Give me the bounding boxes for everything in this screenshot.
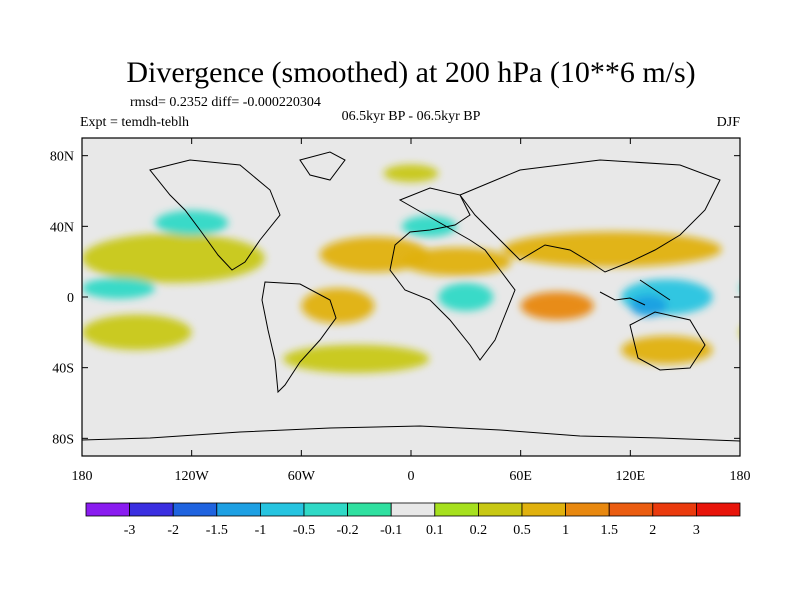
field-region-indian-ocean-east	[520, 291, 594, 320]
x-tick-label: 60W	[288, 469, 316, 484]
colorbar-swatch	[652, 502, 697, 517]
x-tick-label: 120W	[175, 469, 210, 484]
field-region-arctic-patch	[383, 164, 439, 183]
colorbar-label: 2	[649, 523, 656, 538]
axes: 180 120W 60W 0 60E 120E 180 80N 40N 0 40S 80S	[50, 138, 751, 484]
field-region-south-pacific-band	[82, 314, 192, 351]
colorbar: -3 -2 -1.5 -1 -0.5 -0.2 -0.1 0.1 0.2 0.5 1 1.5 2 3	[85, 502, 741, 538]
y-tick-label: 0	[67, 291, 74, 306]
colorbar-label: 1.5	[600, 523, 618, 538]
field-region-north-pacific-negative	[155, 210, 229, 236]
colorbar-label: 0.2	[470, 523, 488, 538]
colorbar-swatch	[434, 502, 479, 517]
field-region-african-dipole	[438, 282, 494, 312]
field-region-subtropical-north-band	[82, 233, 265, 283]
colorbar-swatch	[390, 502, 436, 517]
field-region-asian-jet-band	[502, 231, 722, 267]
y-tick-label: 80N	[50, 150, 74, 165]
field-region-south-america-east	[301, 288, 375, 324]
colorbar-label: -0.2	[337, 523, 359, 538]
field-region-australia-south	[621, 335, 713, 365]
colorbar-swatch	[347, 502, 392, 517]
y-tick-label: 40N	[50, 220, 74, 235]
colorbar-swatch	[303, 502, 348, 517]
x-tick-label: 120E	[616, 469, 646, 484]
colorbar-swatch	[521, 502, 566, 517]
field-region-south-pacific-band-wrap	[740, 315, 800, 350]
colorbar-label: 1	[562, 523, 569, 538]
colorbar-swatch	[129, 502, 174, 517]
map-area	[82, 138, 800, 456]
divergence-fields	[82, 164, 800, 373]
colorbar-label: 3	[693, 523, 700, 538]
colorbar-swatch	[477, 502, 523, 517]
field-region-central-pacific-negative-wrap	[740, 278, 800, 299]
field-region-central-pacific-negative	[82, 277, 156, 299]
chart-title: Divergence (smoothed) at 200 hPa (10**6 …	[126, 56, 695, 89]
field-region-maritime-continent	[630, 295, 667, 317]
stats-label: rmsd= 0.2352 diff= -0.000220304	[130, 95, 321, 110]
colorbar-label: -1.5	[206, 523, 228, 538]
x-tick-label: 60E	[509, 469, 532, 484]
colorbar-swatch	[85, 502, 130, 517]
colorbar-swatch	[172, 502, 218, 517]
colorbar-label: 0.1	[426, 523, 444, 538]
colorbar-swatch	[565, 502, 610, 517]
colorbar-swatch	[259, 502, 305, 517]
y-tick-label: 80S	[52, 432, 74, 447]
colorbar-label: -1	[255, 523, 267, 538]
colorbar-label: 0.5	[513, 523, 531, 538]
colorbar-label: -3	[124, 523, 136, 538]
x-tick-label: 180	[72, 469, 93, 484]
field-region-saharan-band	[401, 247, 512, 276]
colorbar-swatch	[696, 502, 741, 517]
field-region-north-atlantic-band	[319, 236, 430, 273]
x-tick-label: 180	[730, 469, 751, 484]
colorbar-label: -0.1	[380, 523, 402, 538]
colorbar-label: -0.5	[293, 523, 315, 538]
colorbar-swatch	[608, 502, 654, 517]
field-region-southern-midlat-band	[283, 344, 430, 373]
colorbar-label: -2	[167, 523, 179, 538]
x-tick-label: 0	[408, 469, 415, 484]
period-label: 06.5kyr BP - 06.5kyr BP	[342, 109, 481, 124]
experiment-label: Expt = temdh-teblh	[80, 115, 189, 130]
season-label: DJF	[717, 115, 741, 130]
coastlines	[82, 151, 740, 442]
y-tick-label: 40S	[52, 362, 74, 377]
colorbar-swatch	[216, 502, 261, 517]
